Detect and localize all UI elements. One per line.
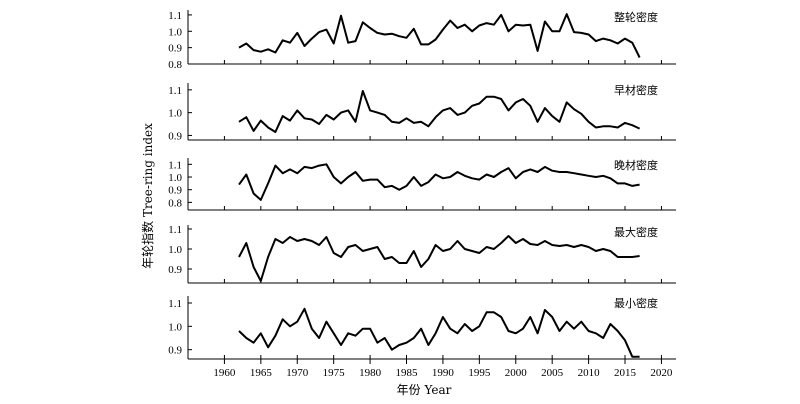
x-tick-label: 1960 [213, 367, 236, 379]
x-tick-label: 2005 [541, 367, 564, 379]
series-line-4 [238, 235, 640, 282]
x-axis-title: 年份 Year [397, 383, 452, 397]
series-line-1 [238, 13, 641, 58]
y-tick-label: 1.1 [168, 159, 182, 171]
y-tick-label: 1.0 [168, 26, 182, 38]
x-tick-label: 2000 [505, 367, 528, 379]
y-tick-label: 0.9 [168, 264, 182, 276]
y-tick-label: 1.0 [168, 108, 182, 120]
panel-title: 最大密度 [614, 225, 658, 239]
panel-1: 0.8 0.9 1.0 1.1 整轮密度 [168, 10, 676, 71]
x-tick-label: 1995 [468, 367, 491, 379]
y-tick-label: 0.9 [168, 345, 182, 357]
y-tick-label: 1.0 [168, 244, 182, 256]
x-tick-label: 1985 [396, 367, 419, 379]
x-tick-label: 2020 [650, 367, 673, 379]
series-line-5 [238, 307, 640, 358]
panel-2: 0.9 1.0 1.1 早材密度 [168, 83, 676, 142]
y-tick-label: 1.1 [168, 224, 182, 236]
x-tick-label: 1970 [286, 367, 309, 379]
x-tick-label: 1965 [250, 367, 273, 379]
y-tick-label: 1.1 [168, 85, 182, 97]
x-tick-label: 2010 [578, 367, 601, 379]
x-axis: 1960 1965 1970 1975 1980 1985 1990 1995 2000 2005… [213, 359, 673, 379]
y-tick-label: 1.0 [168, 321, 182, 333]
y-tick-label: 1.1 [168, 298, 182, 310]
panel-title: 晚材密度 [614, 158, 658, 172]
y-axis-title: 年轮指数 Tree-ring index [140, 123, 155, 269]
y-tick-label: 1.1 [168, 10, 182, 22]
series-line-3 [238, 163, 640, 201]
panel-3: 0.80.91.01.1 晚材密度 [168, 158, 676, 211]
series-line-2 [238, 90, 641, 133]
panel-title: 整轮密度 [614, 10, 658, 24]
panel-4: 0.9 1.0 1.1 最大密度 [168, 224, 676, 284]
x-tick-label: 1980 [359, 367, 382, 379]
y-tick-label: 0.8 [168, 197, 182, 209]
y-tick-label: 0.9 [168, 185, 182, 197]
x-tick-label: 2015 [614, 367, 637, 379]
panel-5: 0.9 1.0 1.1 最小密度 [168, 296, 676, 360]
panel-title: 早材密度 [614, 83, 658, 97]
panel-title: 最小密度 [614, 296, 658, 310]
y-tick-label: 0.9 [168, 43, 182, 55]
y-tick-label: 0.8 [168, 59, 182, 71]
x-tick-label: 1990 [432, 367, 455, 379]
y-tick-label: 0.9 [168, 130, 182, 142]
y-tick-label: 1.0 [168, 172, 182, 184]
x-tick-label: 1975 [323, 367, 346, 379]
